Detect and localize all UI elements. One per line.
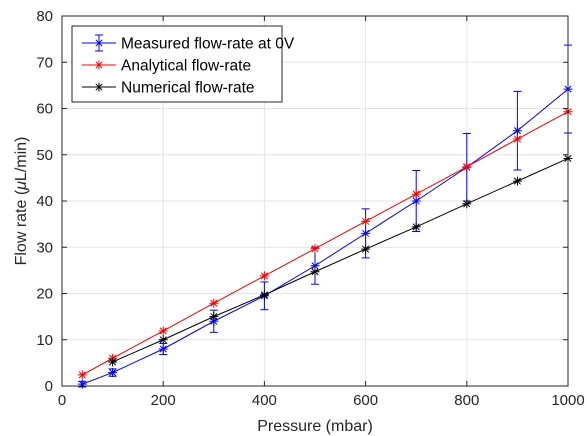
data-point-marker — [361, 244, 371, 254]
data-point-marker — [259, 290, 269, 300]
y-tick-label: 80 — [36, 8, 53, 25]
data-point-marker — [158, 344, 168, 354]
y-tick-label: 0 — [45, 378, 53, 395]
data-point-marker — [411, 196, 421, 206]
data-point-marker — [462, 199, 472, 209]
x-tick-label: 400 — [252, 392, 277, 409]
data-point-marker — [310, 261, 320, 271]
data-point-marker — [108, 357, 118, 367]
x-tick-label: 1000 — [551, 392, 584, 409]
data-point-marker — [108, 368, 118, 378]
legend-label: Analytical flow-rate — [121, 58, 251, 75]
series-2 — [77, 107, 573, 380]
legend-box — [71, 25, 283, 103]
data-point-marker — [310, 244, 320, 254]
x-tick-label: 0 — [58, 392, 66, 409]
x-tick-label: 600 — [353, 392, 378, 409]
y-tick-label: 70 — [36, 54, 53, 71]
data-point-marker — [310, 267, 320, 277]
legend-label: Measured flow-rate at 0V — [121, 36, 295, 53]
data-point-marker — [462, 162, 472, 172]
data-point-marker — [209, 316, 219, 326]
data-point-marker — [158, 335, 168, 345]
data-point-marker — [209, 312, 219, 322]
y-tick-label: 10 — [36, 332, 53, 349]
legend-entry: Analytical flow-rate — [82, 58, 251, 75]
series-line — [112, 157, 569, 363]
x-axis-title: Pressure (mbar) — [257, 418, 373, 435]
data-point-marker — [77, 370, 87, 380]
legend-label: Numerical flow-rate — [121, 80, 255, 97]
data-point-marker — [512, 134, 522, 144]
y-tick-label: 30 — [36, 239, 53, 256]
legend-marker — [94, 82, 104, 92]
data-point-marker — [411, 189, 421, 199]
x-tick-label: 200 — [151, 392, 176, 409]
y-tick-label: 20 — [36, 286, 53, 303]
data-point-marker — [512, 126, 522, 136]
data-point-marker — [361, 216, 371, 226]
legend-entry: Numerical flow-rate — [82, 80, 255, 97]
series-line — [81, 111, 569, 376]
data-point-marker — [411, 222, 421, 232]
y-tick-label: 40 — [36, 193, 53, 210]
data-point-marker — [209, 298, 219, 308]
data-point-marker — [158, 326, 168, 336]
y-tick-label: 60 — [36, 101, 53, 118]
x-tick-label: 800 — [454, 392, 479, 409]
data-point-marker — [77, 379, 87, 389]
legend-marker — [94, 38, 104, 48]
data-point-marker — [512, 176, 522, 186]
legend-marker — [94, 60, 104, 70]
y-tick-label: 50 — [36, 147, 53, 164]
y-axis-title: Flow rate (μL/min) — [13, 137, 30, 266]
data-point-marker — [259, 271, 269, 281]
y-axis-title-prefix: Flow rate ( — [13, 189, 30, 265]
legend-entry: Measured flow-rate at 0V — [82, 34, 295, 53]
data-point-marker — [361, 228, 371, 238]
axis-ticks: 0 200 400 600 800 1000 0 10 20 30 40 50 60 70 80 — [36, 8, 584, 409]
legend: Measured flow-rate at 0V Analytical flow-… — [71, 25, 295, 103]
y-axis-title-suffix: L/min) — [13, 137, 30, 181]
series-3 — [108, 153, 573, 367]
y-axis-title-mu: μ — [13, 181, 30, 191]
